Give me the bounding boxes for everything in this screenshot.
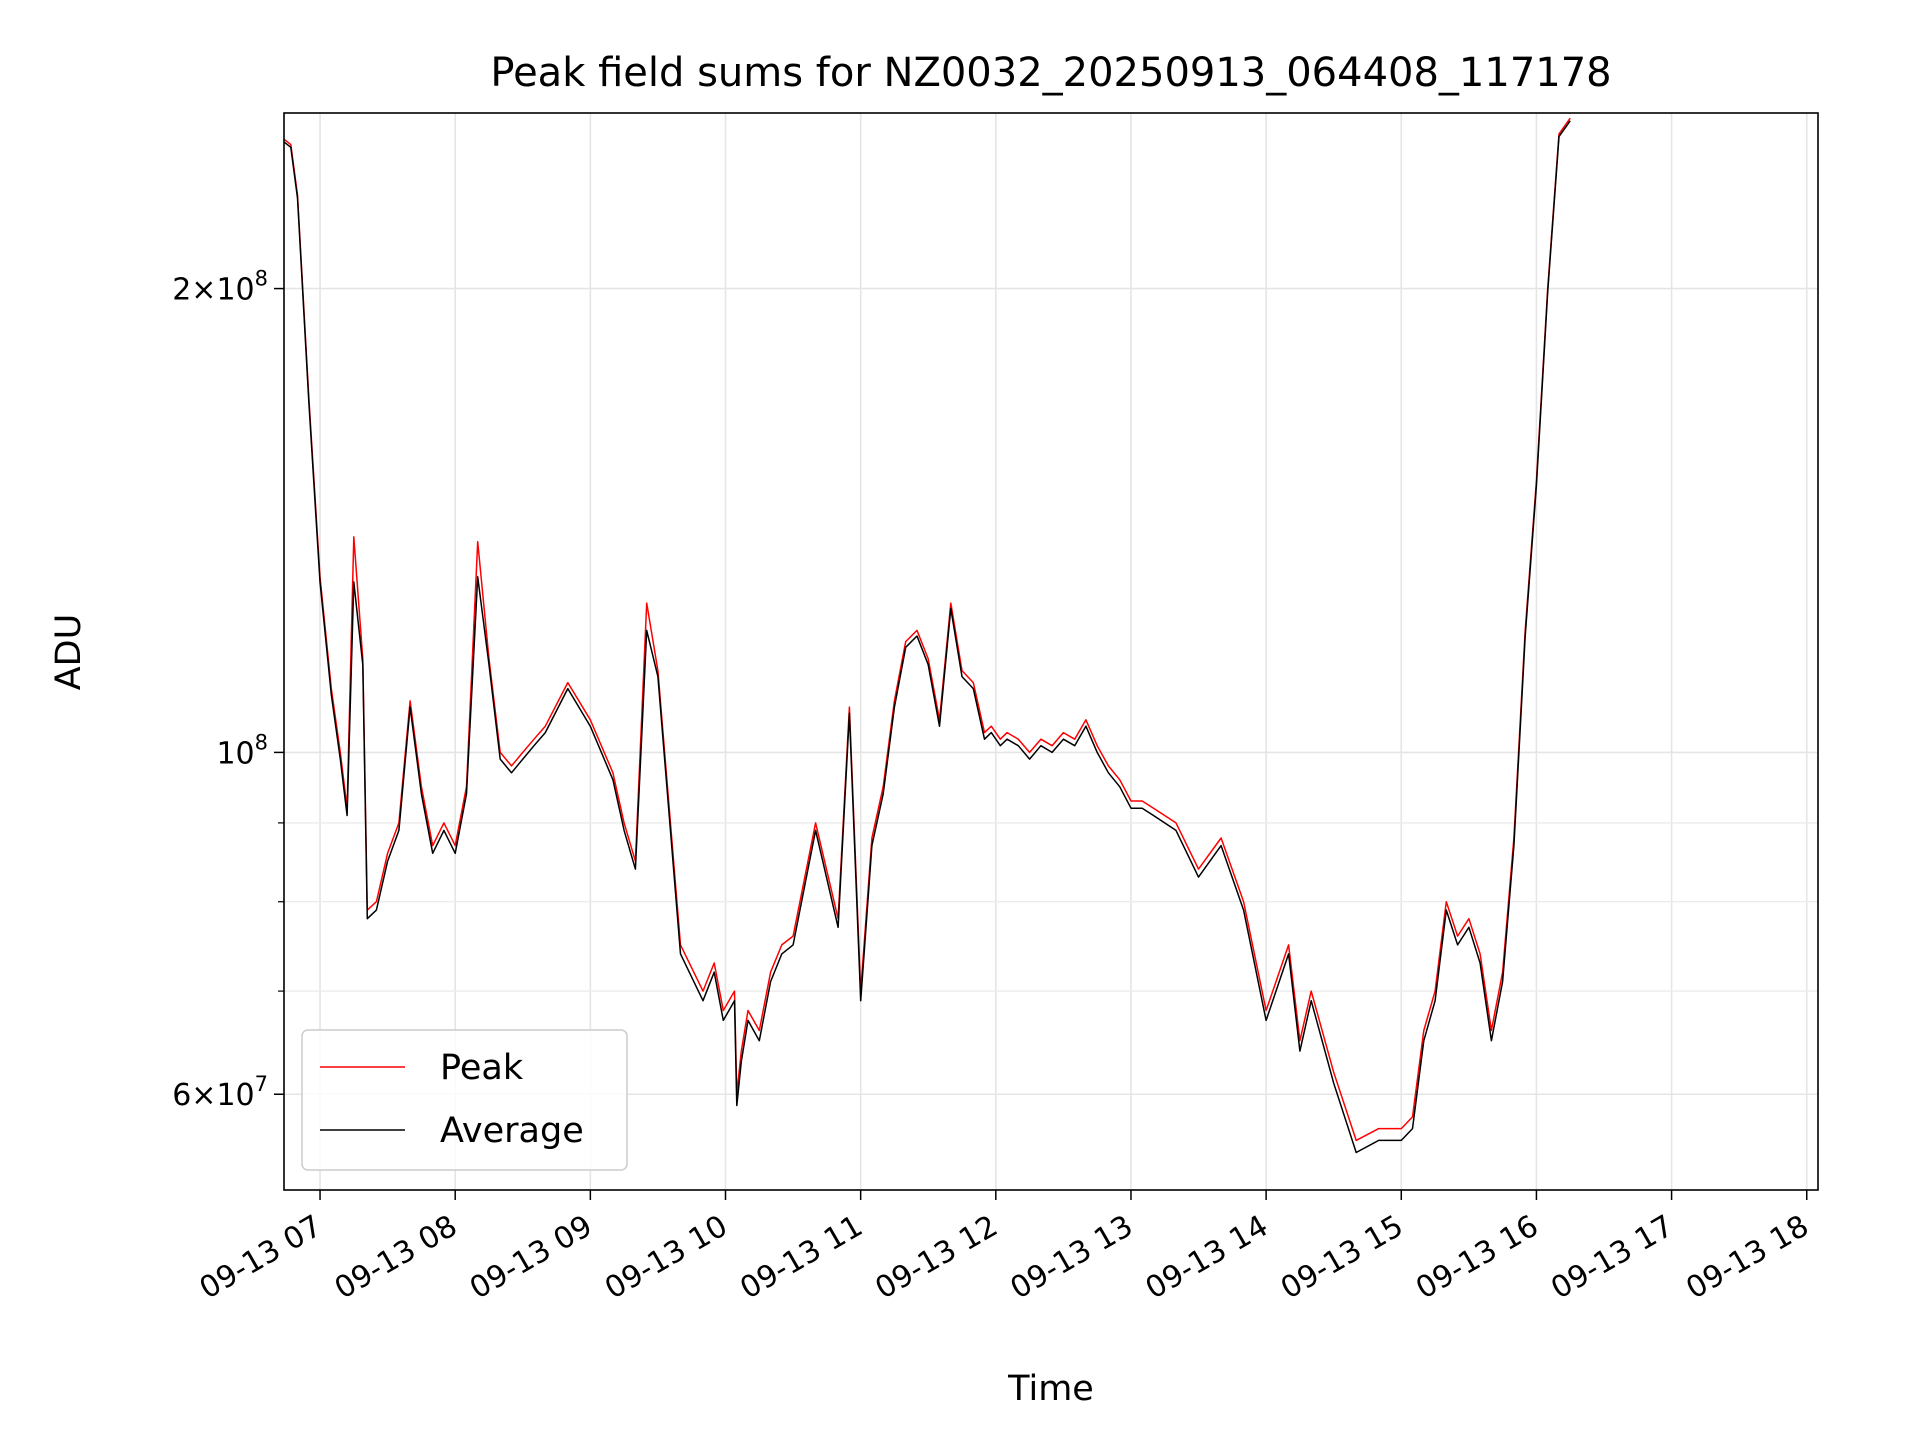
y-tick-base: 10 bbox=[216, 273, 254, 308]
y-tick-label: 108 bbox=[216, 730, 268, 771]
y-tick-base: 10 bbox=[216, 1078, 254, 1113]
series-line-peak bbox=[283, 117, 1571, 1142]
y-tick-label: 2×108 bbox=[172, 267, 268, 308]
y-tick-times: × bbox=[191, 273, 216, 308]
x-axis-label: Time bbox=[1007, 1369, 1094, 1409]
y-tick-label: 6×107 bbox=[172, 1072, 268, 1113]
y-tick-base: 10 bbox=[216, 736, 254, 771]
y-tick-times: × bbox=[191, 1078, 216, 1113]
legend-label-peak: Peak bbox=[440, 1048, 524, 1088]
plot-frame bbox=[283, 112, 1819, 1191]
legend-box bbox=[301, 1029, 628, 1171]
legend: Peak Average bbox=[301, 1029, 628, 1171]
y-tick-exponent: 8 bbox=[255, 267, 268, 291]
y-tick-exponent: 8 bbox=[255, 730, 268, 754]
y-tick-exponent: 7 bbox=[255, 1072, 268, 1096]
chart-title: Peak field sums for NZ0032_20250913_0644… bbox=[490, 50, 1611, 96]
y-tick-mantissa: 2 bbox=[172, 273, 191, 308]
series-line-average bbox=[283, 120, 1571, 1154]
legend-label-average: Average bbox=[440, 1111, 584, 1151]
y-tick-mantissa: 6 bbox=[172, 1078, 191, 1113]
y-axis-label: ADU bbox=[49, 614, 89, 691]
series-layer bbox=[283, 117, 1571, 1154]
